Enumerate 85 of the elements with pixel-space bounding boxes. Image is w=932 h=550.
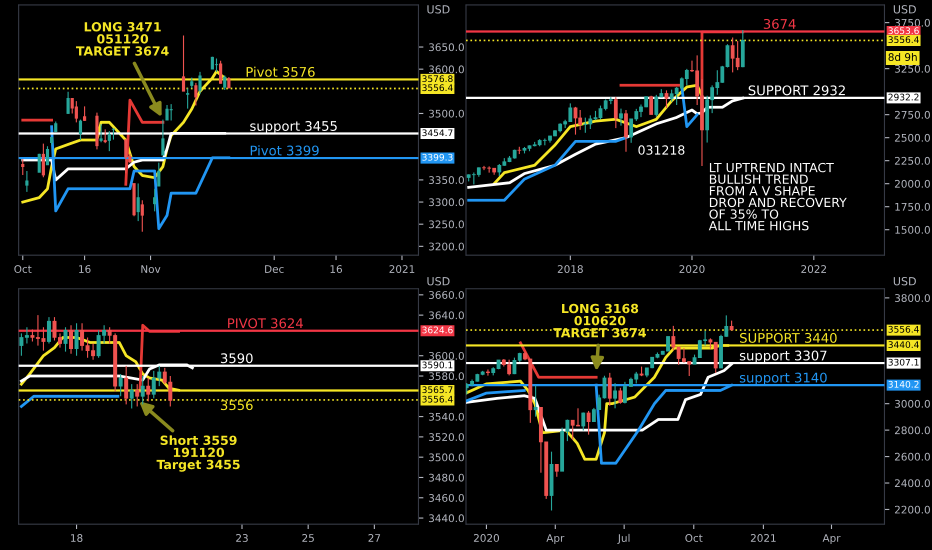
y-tick-label: 3250.0 xyxy=(894,64,930,73)
ref-line-label: 3556.4 xyxy=(888,36,919,44)
y-tick-label: 3000.0 xyxy=(894,400,930,408)
ref-line-label: 2932.2 xyxy=(888,94,918,101)
x-tick-label: 16 xyxy=(79,265,91,273)
ref-line-label: 3565.7 xyxy=(422,386,452,394)
y-tick-label: 3660.0 xyxy=(428,291,464,299)
x-tick-label: 2020 xyxy=(679,265,705,273)
x-tick-label: Apr xyxy=(822,534,841,544)
y-tick-label: 3350.0 xyxy=(428,176,464,184)
x-tick-label: Oct xyxy=(685,534,703,542)
annotation: Pivot 3576 xyxy=(246,66,315,77)
ref-line-label: 3556.4 xyxy=(888,326,919,333)
ref-line-label: 3399.3 xyxy=(422,154,453,161)
x-tick-label: 27 xyxy=(368,534,380,542)
y-tick-label: 3640.0 xyxy=(428,311,464,320)
y-tick-label: 2800.0 xyxy=(894,426,930,434)
x-tick-label: Oct xyxy=(14,265,32,273)
y-tick-label: 2600.0 xyxy=(894,452,930,461)
ref-line-label: 3653.6 xyxy=(888,27,919,34)
annotation: SUPPORT 2932 xyxy=(748,85,845,96)
x-tick-label: 25 xyxy=(302,534,314,542)
annotation: 3556 xyxy=(220,400,253,410)
y-tick-label: 3600.0 xyxy=(428,65,464,74)
y-tick-label: 3580.0 xyxy=(428,372,464,380)
x-tick-label: 2021 xyxy=(750,534,776,542)
x-tick-label: 2022 xyxy=(801,265,826,273)
annotation: 3590 xyxy=(220,353,253,364)
y-axis-title: USD xyxy=(894,277,916,286)
y-tick-label: 1500.0 xyxy=(895,226,930,234)
x-tick-label: Dec xyxy=(265,265,284,273)
y-tick-label: 1750.0 xyxy=(895,202,930,211)
y-axis-title: USD xyxy=(427,5,450,14)
x-tick-label: 2020 xyxy=(474,534,499,542)
y-tick-label: 2400.0 xyxy=(894,479,930,488)
annotation: PIVOT 3624 xyxy=(228,318,303,328)
y-tick-label: 2500.0 xyxy=(894,134,930,142)
y-tick-label: 3500.0 xyxy=(428,110,464,118)
annotation: 3674 xyxy=(764,18,796,29)
x-tick-label: Jul xyxy=(617,534,630,544)
y-tick-label: 3500.0 xyxy=(428,453,464,462)
ref-line-label: 3140.2 xyxy=(888,380,918,388)
x-tick-label: 16 xyxy=(330,265,342,273)
y-axis-title: USD xyxy=(894,5,916,14)
x-tick-label: 2018 xyxy=(558,265,583,273)
ref-line-label: 3454.7 xyxy=(422,129,452,136)
text: 8d 9h xyxy=(888,52,917,62)
y-tick-label: 2250.0 xyxy=(894,156,930,165)
y-tick-label: 3250.0 xyxy=(428,220,464,228)
y-axis-title: USD xyxy=(427,277,450,286)
y-tick-label: 3600.0 xyxy=(428,352,464,360)
ref-line-label: 3307.1 xyxy=(888,358,919,366)
annotation: support 3307 xyxy=(740,350,826,364)
y-tick-label: 3300.0 xyxy=(428,198,464,206)
annotation: LONG 3471 051120 TARGET 3674 xyxy=(76,22,169,56)
ref-line-label: 3576.8 xyxy=(422,75,453,82)
annotation: support 3140 xyxy=(740,372,827,386)
annotation: 031218 xyxy=(638,145,684,155)
y-tick-label: 3650.0 xyxy=(428,43,464,52)
annotation: LONG 3168 010620 TARGET 3674 xyxy=(553,304,646,338)
ref-line-label: 3556.4 xyxy=(422,396,453,403)
ref-line-label: 3440.4 xyxy=(888,341,919,348)
x-tick-label: 23 xyxy=(236,534,248,542)
x-tick-label: 18 xyxy=(71,534,82,542)
annotation: Pivot 3399 xyxy=(250,145,319,156)
y-tick-label: 3800.0 xyxy=(894,294,930,302)
x-tick-label: Nov xyxy=(141,265,160,273)
annotation: LT UPTREND INTACT BULLISH TREND FROM A V SHAPE DROP AND RECOVERY OF 35% TO ALL TIME HIGHS xyxy=(708,162,847,230)
ref-line-label: 3590.1 xyxy=(422,362,452,368)
annotation: support 3455 xyxy=(250,120,337,134)
y-tick-label: 2000.0 xyxy=(894,180,930,188)
y-tick-label: 3200.0 xyxy=(428,242,464,250)
annotation: Short 3559 191120 Target 3455 xyxy=(156,435,240,472)
y-tick-label: 3440.0 xyxy=(428,514,464,522)
x-tick-label: 2021 xyxy=(389,265,414,273)
y-tick-label: 3520.0 xyxy=(428,433,464,441)
x-tick-label: Apr xyxy=(546,534,564,544)
y-tick-label: 3460.0 xyxy=(428,494,464,502)
ref-line-label: 3556.4 xyxy=(422,84,453,92)
ref-line-label: 3624.6 xyxy=(422,326,453,334)
y-tick-label: 3540.0 xyxy=(428,412,464,421)
annotation: SUPPORT 3440 xyxy=(740,332,837,343)
y-tick-label: 2200.0 xyxy=(894,506,930,514)
y-tick-label: 2750.0 xyxy=(894,110,930,119)
y-tick-label: 3480.0 xyxy=(428,474,464,482)
